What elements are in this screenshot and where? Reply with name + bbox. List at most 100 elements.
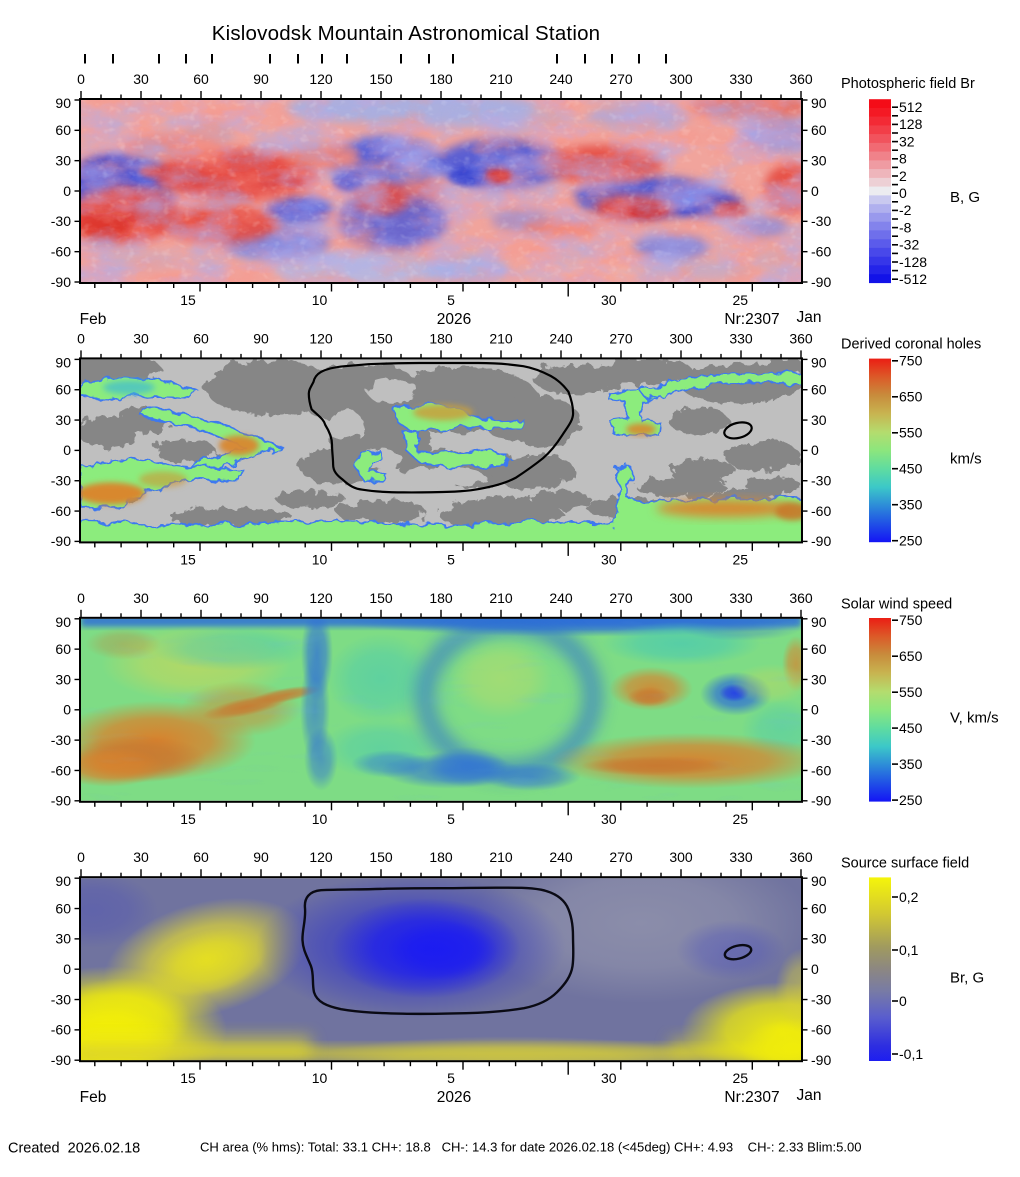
svg-text:30: 30 bbox=[601, 1070, 617, 1086]
svg-text:210: 210 bbox=[489, 330, 513, 346]
svg-text:60: 60 bbox=[193, 849, 209, 865]
svg-text:300: 300 bbox=[669, 71, 693, 87]
svg-text:120: 120 bbox=[309, 330, 333, 346]
svg-text:330: 330 bbox=[729, 590, 753, 606]
svg-text:250: 250 bbox=[899, 533, 923, 549]
svg-text:-60: -60 bbox=[51, 503, 71, 519]
svg-text:0,1: 0,1 bbox=[899, 942, 919, 958]
svg-text:300: 300 bbox=[669, 849, 693, 865]
svg-text:-30: -30 bbox=[811, 473, 831, 489]
svg-text:30: 30 bbox=[55, 671, 71, 687]
svg-text:90: 90 bbox=[55, 873, 71, 889]
svg-text:150: 150 bbox=[369, 330, 393, 346]
svg-text:25: 25 bbox=[733, 1070, 749, 1086]
svg-text:0: 0 bbox=[811, 183, 819, 199]
svg-text:5: 5 bbox=[447, 1070, 455, 1086]
svg-text:270: 270 bbox=[609, 849, 633, 865]
svg-text:-30: -30 bbox=[811, 213, 831, 229]
svg-text:-30: -30 bbox=[51, 732, 71, 748]
svg-text:330: 330 bbox=[729, 849, 753, 865]
svg-text:120: 120 bbox=[309, 71, 333, 87]
svg-text:-90: -90 bbox=[811, 533, 831, 549]
svg-text:60: 60 bbox=[193, 590, 209, 606]
svg-text:60: 60 bbox=[811, 122, 827, 138]
svg-text:-30: -30 bbox=[51, 991, 71, 1007]
svg-text:360: 360 bbox=[789, 849, 813, 865]
svg-text:210: 210 bbox=[489, 71, 513, 87]
svg-text:0: 0 bbox=[899, 993, 907, 1009]
svg-text:60: 60 bbox=[55, 382, 71, 398]
svg-text:150: 150 bbox=[369, 849, 393, 865]
svg-text:Created 2026.02.18: Created 2026.02.18 bbox=[8, 1141, 140, 1157]
svg-text:240: 240 bbox=[549, 590, 573, 606]
svg-text:60: 60 bbox=[55, 900, 71, 916]
svg-text:-90: -90 bbox=[811, 1052, 831, 1068]
svg-text:30: 30 bbox=[133, 590, 149, 606]
svg-text:750: 750 bbox=[899, 612, 923, 628]
svg-text:-60: -60 bbox=[51, 762, 71, 778]
svg-text:-60: -60 bbox=[811, 1022, 831, 1038]
svg-text:-2: -2 bbox=[899, 202, 912, 218]
svg-text:60: 60 bbox=[55, 122, 71, 138]
svg-text:Feb: Feb bbox=[80, 311, 107, 328]
svg-text:0: 0 bbox=[811, 702, 819, 718]
svg-text:240: 240 bbox=[549, 849, 573, 865]
svg-text:10: 10 bbox=[312, 811, 328, 827]
svg-text:-90: -90 bbox=[811, 274, 831, 290]
svg-text:0: 0 bbox=[811, 442, 819, 458]
svg-text:90: 90 bbox=[55, 614, 71, 630]
svg-text:512: 512 bbox=[899, 99, 923, 115]
svg-text:330: 330 bbox=[729, 71, 753, 87]
svg-text:0: 0 bbox=[77, 71, 85, 87]
svg-text:450: 450 bbox=[899, 461, 923, 477]
svg-text:30: 30 bbox=[133, 71, 149, 87]
svg-text:-90: -90 bbox=[811, 793, 831, 809]
svg-text:0: 0 bbox=[63, 442, 71, 458]
svg-text:-8: -8 bbox=[899, 219, 912, 235]
svg-text:-60: -60 bbox=[51, 1022, 71, 1038]
svg-text:15: 15 bbox=[180, 551, 196, 567]
svg-text:360: 360 bbox=[789, 590, 813, 606]
svg-text:150: 150 bbox=[369, 71, 393, 87]
svg-text:90: 90 bbox=[811, 614, 827, 630]
svg-text:Kislovodsk Mountain Astronomic: Kislovodsk Mountain Astronomical Station bbox=[212, 22, 601, 45]
svg-text:Photospheric field Br: Photospheric field Br bbox=[841, 76, 975, 92]
svg-text:90: 90 bbox=[811, 354, 827, 370]
svg-text:30: 30 bbox=[601, 551, 617, 567]
svg-text:-60: -60 bbox=[811, 762, 831, 778]
svg-text:km/s: km/s bbox=[950, 451, 982, 468]
svg-text:30: 30 bbox=[601, 811, 617, 827]
svg-text:360: 360 bbox=[789, 330, 813, 346]
svg-text:0: 0 bbox=[899, 185, 907, 201]
svg-text:60: 60 bbox=[193, 330, 209, 346]
svg-text:Solar wind speed: Solar wind speed bbox=[841, 596, 952, 612]
svg-text:-30: -30 bbox=[811, 732, 831, 748]
svg-text:10: 10 bbox=[312, 1070, 328, 1086]
svg-text:5: 5 bbox=[447, 292, 455, 308]
svg-text:-30: -30 bbox=[51, 473, 71, 489]
svg-text:15: 15 bbox=[180, 811, 196, 827]
svg-text:10: 10 bbox=[312, 551, 328, 567]
svg-text:450: 450 bbox=[899, 720, 923, 736]
svg-text:650: 650 bbox=[899, 389, 923, 405]
svg-text:0,2: 0,2 bbox=[899, 889, 919, 905]
svg-text:2: 2 bbox=[899, 168, 907, 184]
svg-text:0: 0 bbox=[77, 590, 85, 606]
svg-text:90: 90 bbox=[253, 590, 269, 606]
svg-text:-60: -60 bbox=[51, 243, 71, 259]
svg-text:750: 750 bbox=[899, 353, 923, 369]
svg-text:2026: 2026 bbox=[437, 1089, 471, 1106]
svg-text:90: 90 bbox=[55, 354, 71, 370]
svg-text:Br, G: Br, G bbox=[950, 970, 984, 987]
svg-text:15: 15 bbox=[180, 1070, 196, 1086]
svg-text:60: 60 bbox=[811, 641, 827, 657]
svg-text:Nr:2307: Nr:2307 bbox=[724, 311, 779, 328]
svg-text:250: 250 bbox=[899, 792, 923, 808]
svg-text:Jan: Jan bbox=[797, 1087, 822, 1104]
svg-text:2026: 2026 bbox=[437, 311, 471, 328]
svg-text:-128: -128 bbox=[899, 254, 927, 270]
svg-text:270: 270 bbox=[609, 590, 633, 606]
svg-text:180: 180 bbox=[429, 849, 453, 865]
svg-text:-0,1: -0,1 bbox=[899, 1046, 923, 1062]
svg-text:-90: -90 bbox=[51, 1052, 71, 1068]
